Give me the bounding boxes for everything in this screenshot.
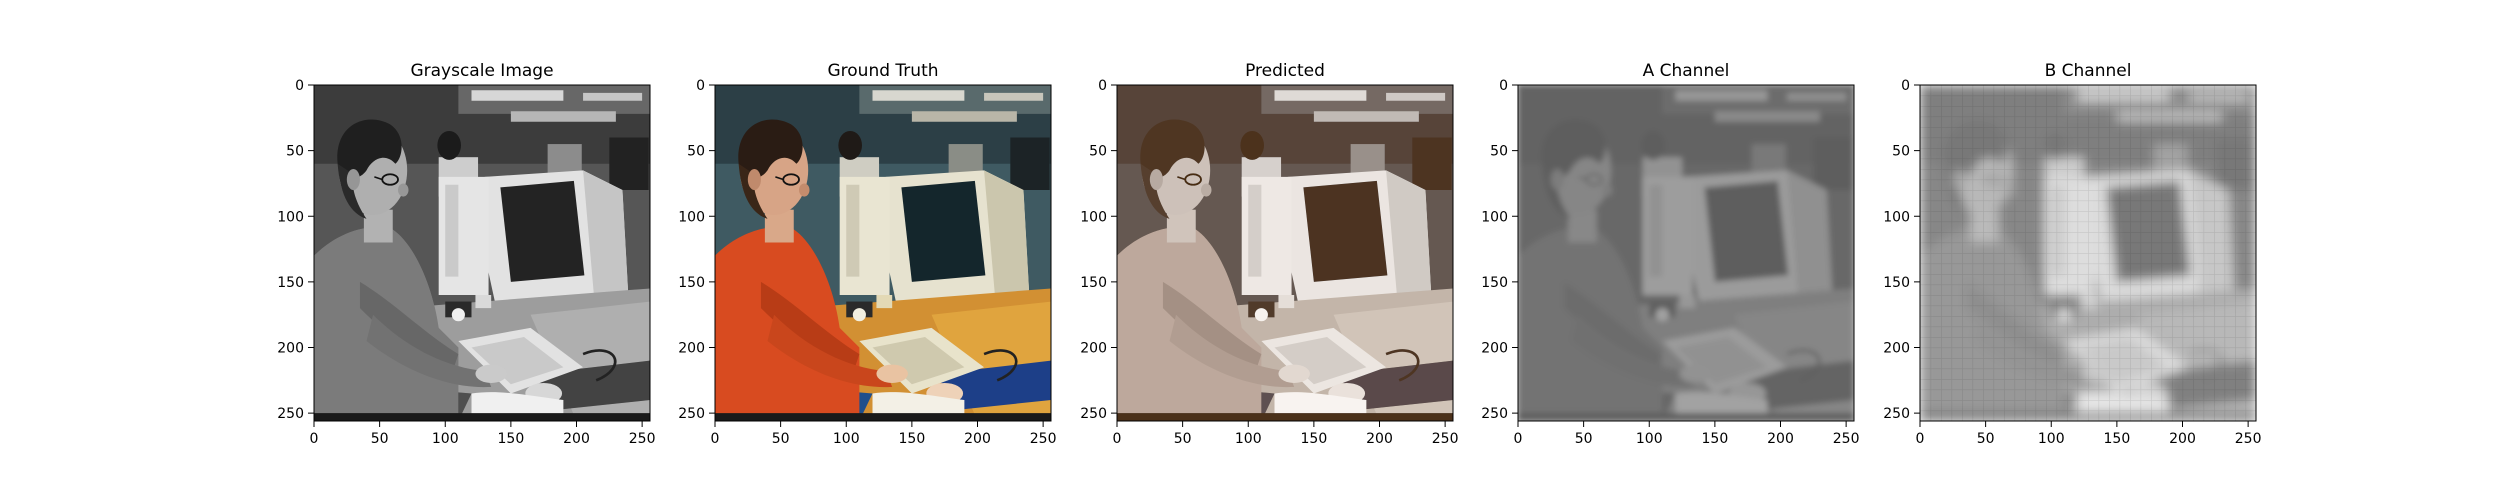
y-tick-label: 0 (1499, 78, 1508, 94)
x-tick-label: 100 (1636, 431, 1663, 447)
x-tick-label: 250 (1833, 431, 1860, 447)
y-tick-label: 150 (277, 275, 304, 291)
photo-color-image (715, 85, 1051, 421)
y-tick-label: 100 (277, 209, 304, 225)
y-tick-label: 100 (1080, 209, 1107, 225)
x-tick-label: 50 (772, 431, 790, 447)
y-tick-label: 250 (678, 406, 705, 422)
y-tick-label: 100 (1481, 209, 1508, 225)
y-tick-label: 250 (1481, 406, 1508, 422)
x-tick-label: 150 (899, 431, 926, 447)
x-tick-label: 150 (1301, 431, 1328, 447)
panel-a-channel: A Channel 0 0 50 50 100 100 150 150 200 200 250 250 (1481, 61, 1859, 447)
y-tick-label: 200 (678, 341, 705, 357)
x-tick-label: 100 (833, 431, 860, 447)
y-tick-label: 150 (1883, 275, 1910, 291)
y-tick-label: 150 (1080, 275, 1107, 291)
x-tick-label: 0 (711, 431, 720, 447)
x-tick-label: 100 (2038, 431, 2065, 447)
y-tick-label: 50 (1892, 144, 1910, 160)
y-tick-label: 50 (1089, 144, 1107, 160)
x-tick-label: 150 (1702, 431, 1729, 447)
y-tick-label: 50 (687, 144, 705, 160)
photo-predicted-image (1117, 85, 1453, 421)
y-tick-label: 0 (295, 78, 304, 94)
axes-frame (313, 84, 651, 422)
panel-title: A Channel (1643, 61, 1730, 81)
y-tick-label: 50 (1490, 144, 1508, 160)
y-tick-label: 100 (678, 209, 705, 225)
y-tick-label: 0 (696, 78, 705, 94)
panel-title: Ground Truth (827, 61, 938, 81)
x-tick-label: 0 (310, 431, 319, 447)
x-tick-label: 250 (1432, 431, 1459, 447)
y-tick-label: 200 (1883, 341, 1910, 357)
y-tick-label: 150 (1481, 275, 1508, 291)
y-tick-label: 200 (1080, 341, 1107, 357)
panel-desaturated-color: Predicted 0 0 50 50 100 100 150 150 200 200 250 250 (1080, 61, 1458, 447)
panel-title: Predicted (1245, 61, 1325, 81)
y-tick-label: 200 (277, 341, 304, 357)
y-tick-label: 100 (1883, 209, 1910, 225)
panel-color: Ground Truth 0 0 50 50 100 100 150 150 200 200 250 2… (678, 61, 1056, 447)
x-tick-label: 200 (563, 431, 590, 447)
x-tick-label: 100 (432, 431, 459, 447)
x-tick-label: 50 (371, 431, 389, 447)
x-tick-label: 0 (1113, 431, 1122, 447)
x-tick-label: 100 (1235, 431, 1262, 447)
photo-grayscale-image (314, 85, 650, 421)
x-tick-label: 200 (2169, 431, 2196, 447)
photo-a-channel-image (1518, 85, 1854, 421)
panel-grayscale: Grayscale Image 0 0 50 50 100 100 150 150 200 200 2… (277, 61, 655, 447)
x-tick-label: 250 (2235, 431, 2262, 447)
y-tick-label: 50 (286, 144, 304, 160)
axes-frame (1116, 84, 1454, 422)
y-tick-label: 250 (1080, 406, 1107, 422)
y-tick-label: 150 (678, 275, 705, 291)
x-tick-label: 200 (964, 431, 991, 447)
x-tick-label: 150 (2104, 431, 2131, 447)
x-tick-label: 50 (1977, 431, 1995, 447)
panel-title: B Channel (2045, 61, 2132, 81)
x-tick-label: 200 (1366, 431, 1393, 447)
y-tick-label: 0 (1098, 78, 1107, 94)
x-tick-label: 50 (1174, 431, 1192, 447)
y-tick-label: 250 (277, 406, 304, 422)
panel-title: Grayscale Image (410, 61, 553, 81)
x-tick-label: 250 (629, 431, 656, 447)
x-tick-label: 50 (1575, 431, 1593, 447)
y-tick-label: 0 (1901, 78, 1910, 94)
x-tick-label: 250 (1030, 431, 1057, 447)
panel-b-channel: B Channel 0 0 50 50 100 100 150 150 200 200 250 250 (1883, 61, 2261, 447)
x-tick-label: 0 (1916, 431, 1925, 447)
axes-frame (714, 84, 1052, 422)
y-tick-label: 200 (1481, 341, 1508, 357)
x-tick-label: 200 (1767, 431, 1794, 447)
axes-frame (1919, 84, 2257, 422)
x-tick-label: 150 (498, 431, 525, 447)
axes-frame (1517, 84, 1855, 422)
x-tick-label: 0 (1514, 431, 1523, 447)
photo-b-channel-image (1920, 85, 2256, 421)
y-tick-label: 250 (1883, 406, 1910, 422)
